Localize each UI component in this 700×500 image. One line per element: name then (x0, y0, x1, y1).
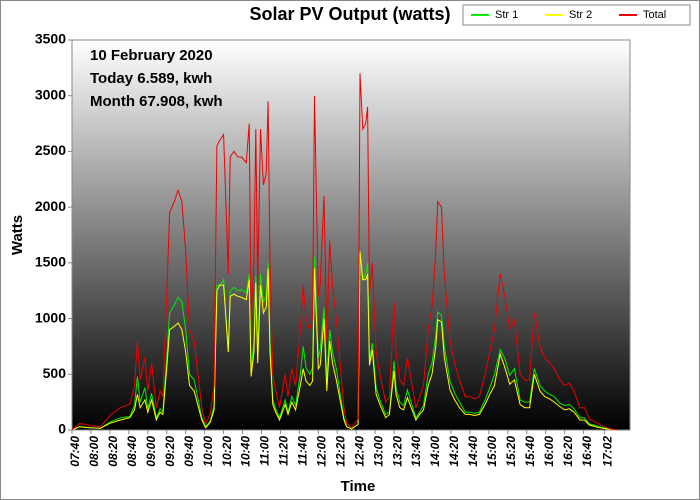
x-tick-label: 15:00 (485, 436, 499, 467)
series-line (71, 251, 618, 431)
x-axis-label: Time (341, 478, 376, 495)
annotation: Month 67.908, kwh (90, 93, 223, 110)
x-tick-label: 13:40 (409, 436, 423, 467)
annotation: 10 February 2020 (90, 47, 213, 64)
x-tick-label: 14:00 (428, 436, 442, 467)
x-tick-label: 12:00 (314, 436, 328, 467)
y-tick-label: 2000 (35, 198, 66, 214)
x-tick-label: 16:40 (580, 436, 594, 467)
x-tick-label: 11:40 (296, 436, 310, 466)
x-tick-label: 08:20 (106, 436, 120, 467)
x-tick-label: 08:40 (125, 436, 139, 467)
y-tick-label: 1500 (35, 254, 66, 270)
x-tick-label: 11:20 (277, 436, 291, 466)
x-tick-label: 13:20 (390, 436, 404, 467)
legend-label: Str 2 (569, 9, 592, 21)
legend-box (462, 4, 691, 26)
y-tick-label: 2500 (35, 142, 66, 158)
y-tick-label: 3000 (35, 86, 66, 102)
x-tick-label: 09:00 (144, 436, 158, 467)
x-tick-label: 08:00 (87, 436, 101, 467)
y-tick-label: 3500 (35, 31, 66, 47)
plot-area (71, 39, 631, 431)
x-tick-label: 16:00 (542, 436, 556, 467)
x-tick-label: 11:00 (258, 436, 272, 466)
annotation: Today 6.589, kwh (90, 70, 212, 87)
x-tick-label: 12:40 (352, 436, 366, 467)
x-tick-label: 17:02 (601, 436, 615, 467)
x-tick-label: 10:20 (220, 436, 234, 467)
legend-label: Total (643, 9, 666, 21)
x-tick-label: 15:20 (504, 436, 518, 467)
x-tick-label: 09:20 (163, 436, 177, 467)
x-tick-label: 10:40 (239, 436, 253, 467)
y-tick-label: 500 (43, 365, 67, 381)
x-tick-label: 07:40 (68, 436, 82, 467)
series-line (71, 251, 618, 431)
y-tick-label: 1000 (35, 309, 66, 325)
x-tick-label: 14:40 (466, 436, 480, 467)
y-axis-label: Watts (9, 215, 26, 255)
x-tick-label: 13:00 (371, 436, 385, 467)
x-tick-label: 16:20 (561, 436, 575, 467)
x-tick-label: 09:40 (182, 436, 196, 467)
x-tick-label: 12:20 (333, 436, 347, 467)
x-tick-label: 14:20 (447, 436, 461, 467)
legend-label: Str 1 (495, 9, 518, 21)
x-tick-label: 10:00 (201, 436, 215, 467)
chart-title: Solar PV Output (watts) (249, 4, 450, 24)
series-line (71, 73, 618, 431)
y-tick-label: 0 (58, 421, 66, 437)
x-tick-label: 15:40 (523, 436, 537, 467)
